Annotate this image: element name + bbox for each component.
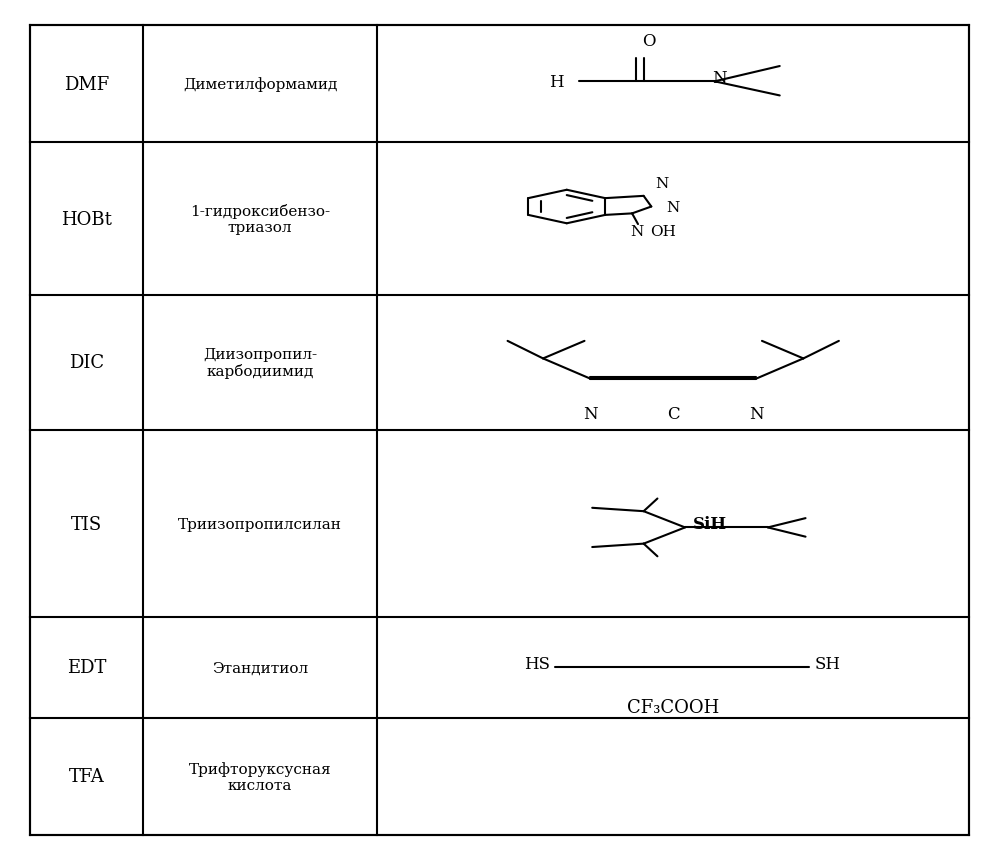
Text: Диизопропил-
карбодиимид: Диизопропил- карбодиимид xyxy=(203,347,317,379)
Text: N: N xyxy=(666,201,680,214)
Text: Этандитиол: Этандитиол xyxy=(212,660,308,675)
Text: Трифторуксусная
кислота: Трифторуксусная кислота xyxy=(189,761,332,792)
Text: N: N xyxy=(655,177,668,190)
Text: CF₃COOH: CF₃COOH xyxy=(627,698,719,716)
Text: HS: HS xyxy=(523,655,549,672)
Text: N: N xyxy=(583,406,597,422)
Text: Диметилформамид: Диметилформамид xyxy=(183,77,338,92)
Text: DMF: DMF xyxy=(64,76,109,94)
Text: DIC: DIC xyxy=(69,354,104,372)
Text: 1-гидроксибензо-
триазол: 1-гидроксибензо- триазол xyxy=(190,204,330,235)
Text: Триизопропилсилан: Триизопропилсилан xyxy=(178,517,342,531)
Text: OH: OH xyxy=(650,225,676,238)
Text: SH: SH xyxy=(814,655,840,672)
Text: TFA: TFA xyxy=(69,767,104,785)
Text: C: C xyxy=(667,406,679,422)
Text: O: O xyxy=(642,33,655,50)
Text: TIS: TIS xyxy=(71,515,102,533)
Text: N: N xyxy=(748,406,763,422)
Text: HOBt: HOBt xyxy=(61,210,112,228)
Text: EDT: EDT xyxy=(67,659,106,677)
Text: H: H xyxy=(549,74,563,90)
Text: SiH: SiH xyxy=(693,515,727,532)
Text: N: N xyxy=(712,70,727,86)
Text: N: N xyxy=(630,225,643,238)
